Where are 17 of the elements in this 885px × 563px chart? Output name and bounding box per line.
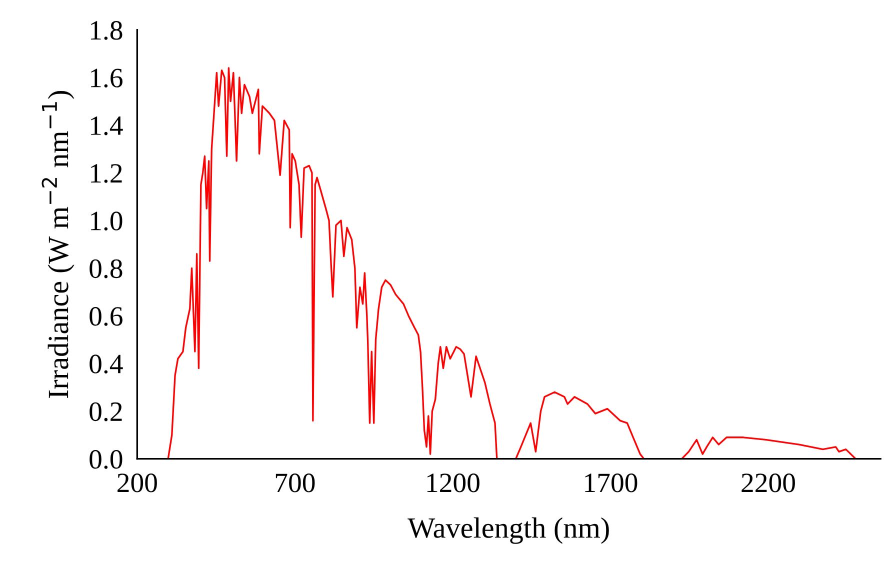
x-tick-label: 2200 (742, 474, 795, 492)
x-tick-label: 1200 (427, 474, 480, 492)
y-tick-label: 0.6 (90, 307, 122, 326)
x-axis-title: Wavelength (nm) (408, 517, 609, 544)
y-tick-label: 0.0 (90, 450, 122, 469)
x-tick-label: 200 (118, 474, 157, 492)
y-axis-title: Irradiance (W m$^{−2}$ nm$^{−1}$) (42, 91, 74, 398)
y-tick-label: 1.8 (91, 21, 122, 40)
y-tick-label: 1.6 (91, 68, 122, 88)
x-tick-label: 700 (276, 474, 315, 492)
y-tick-label: 0.8 (90, 259, 122, 278)
y-tick-label: 0.2 (90, 402, 122, 422)
y-tick-label: 1.2 (91, 164, 122, 183)
x-tick-label: 1700 (585, 474, 638, 492)
y-tick-label: 1.0 (91, 212, 122, 231)
y-tick-label: 0.4 (90, 354, 123, 374)
y-tick-label: 1.4 (91, 116, 123, 136)
